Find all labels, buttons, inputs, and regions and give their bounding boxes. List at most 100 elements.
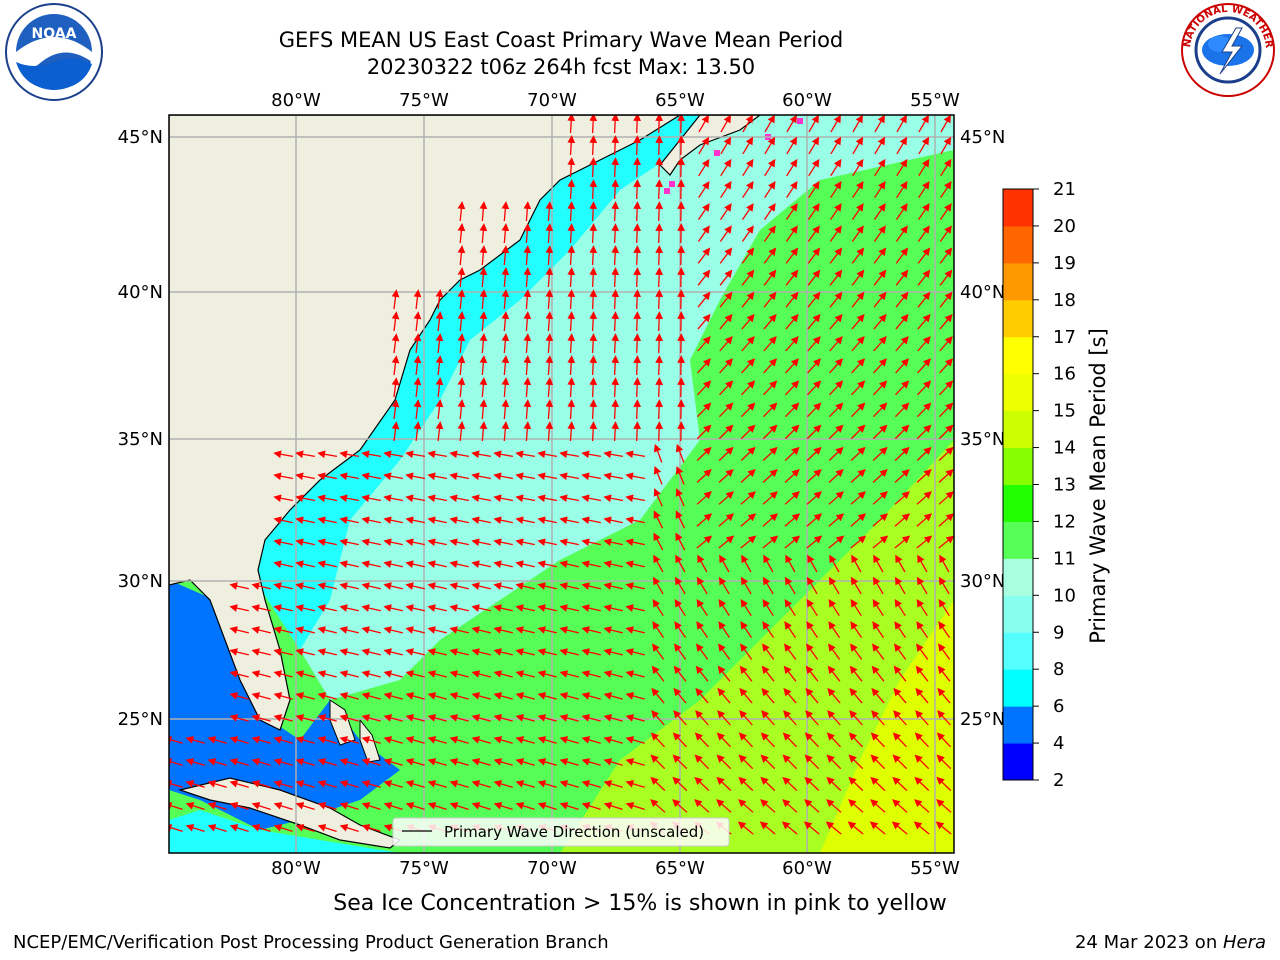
wave-direction-arrow [719,291,733,308]
wave-direction-arrow [718,424,734,440]
wave-direction-arrow [479,245,488,266]
wave-direction-arrow [806,468,822,483]
wave-direction-arrow [581,626,601,634]
wave-direction-arrow [825,821,842,835]
wave-direction-arrow [515,582,535,590]
wave-direction-arrow [545,201,554,222]
wave-direction-arrow [852,158,864,177]
period-zone-7 [255,115,700,650]
lon-label-top: 60°W [782,90,832,111]
wave-direction-arrow [939,313,953,330]
wave-direction-arrow [916,468,932,483]
wave-direction-arrow [229,802,249,811]
wave-direction-arrow [449,670,469,678]
wave-direction-arrow [873,225,886,242]
wave-direction-arrow [581,472,602,481]
wave-direction-arrow [229,758,249,766]
wave-direction-arrow [229,648,249,656]
wave-direction-arrow [435,399,444,420]
wave-direction-arrow [803,821,820,835]
colorbar-tick-label: 6 [1053,696,1064,717]
wave-direction-arrow [251,758,271,766]
wave-direction-arrow [718,599,730,617]
wave-direction-arrow [589,245,598,266]
wave-direction-arrow [741,380,756,396]
wave-direction-arrow [633,333,642,354]
wave-direction-arrow [852,181,864,199]
wave-direction-arrow [804,799,820,813]
colorbar-segment [1003,373,1033,412]
wave-direction-arrow [625,758,645,766]
colorbar-segment [1003,410,1033,449]
wave-direction-arrow [405,736,425,744]
wave-direction-arrow [806,643,819,660]
wave-direction-arrow [611,135,620,156]
wave-direction-arrow [537,516,557,525]
wave-direction-arrow [696,643,709,660]
wave-direction-arrow [851,336,865,352]
wave-direction-arrow [581,758,601,766]
wave-direction-arrow [185,736,205,744]
wave-direction-arrow [850,576,862,595]
wave-direction-arrow [457,377,466,398]
lat-label-right: 40°N [960,282,1005,303]
wave-direction-arrow [762,491,778,505]
wave-direction-arrow [449,582,469,590]
lon-label-bottom: 75°W [399,858,449,879]
wave-direction-arrow [383,802,403,811]
wave-direction-arrow [675,510,686,529]
wave-direction-arrow [740,643,753,660]
lon-label-bottom: 70°W [527,858,577,879]
chart-title: GEFS MEAN US East Coast Primary Wave Mea… [278,28,844,52]
wave-direction-arrow [229,780,249,788]
wave-direction-arrow [917,269,931,286]
footer-date-text: 24 Mar 2023 on [1074,932,1223,953]
wave-direction-arrow [698,115,709,133]
wave-direction-arrow [567,333,576,354]
wave-direction-arrow [559,692,579,700]
wave-direction-arrow [493,582,513,590]
wave-direction-arrow [625,736,645,744]
wave-direction-arrow [804,732,819,748]
wave-direction-arrow [581,670,601,678]
colorbar-segment [1003,595,1033,633]
wave-direction-arrow [317,538,337,547]
colorbar-segment [1003,632,1033,670]
wave-direction-arrow [762,513,779,527]
wave-direction-arrow [655,399,664,420]
wave-direction-arrow [427,692,447,700]
wave-direction-arrow [741,336,755,352]
wave-direction-arrow [295,714,315,722]
wave-direction-arrow [273,802,293,811]
wave-direction-arrow [851,358,866,374]
wave-direction-arrow [873,291,887,308]
wave-direction-arrow [559,494,580,503]
wave-direction-arrow [449,604,469,612]
wave-direction-arrow [826,776,842,791]
wave-direction-arrow [545,245,554,266]
wave-direction-arrow [603,516,623,525]
wave-direction-arrow [383,648,403,656]
wave-direction-arrow [673,665,687,682]
wave-direction-arrow [471,538,491,547]
wave-direction-arrow [827,687,841,704]
wave-direction-arrow [515,758,535,766]
wave-direction-arrow [493,692,513,700]
wave-direction-arrow [938,599,950,617]
wave-direction-arrow [611,421,620,442]
wave-direction-arrow [405,714,425,722]
wave-direction-arrow [457,201,466,222]
noaa-logo: NOAA [5,3,103,101]
wave-direction-arrow [740,468,756,483]
wave-direction-arrow [449,494,470,503]
wave-direction-arrow [936,799,952,813]
wave-direction-arrow [523,399,532,420]
period-zone-7-south [169,810,400,853]
period-zone-14 [820,600,954,853]
lat-label-right: 30°N [960,571,1005,592]
wave-direction-arrow [696,424,712,440]
wave-direction-arrow [273,450,294,459]
wave-direction-arrow [894,402,910,418]
wave-direction-arrow [697,313,711,330]
wave-direction-arrow [295,582,315,590]
